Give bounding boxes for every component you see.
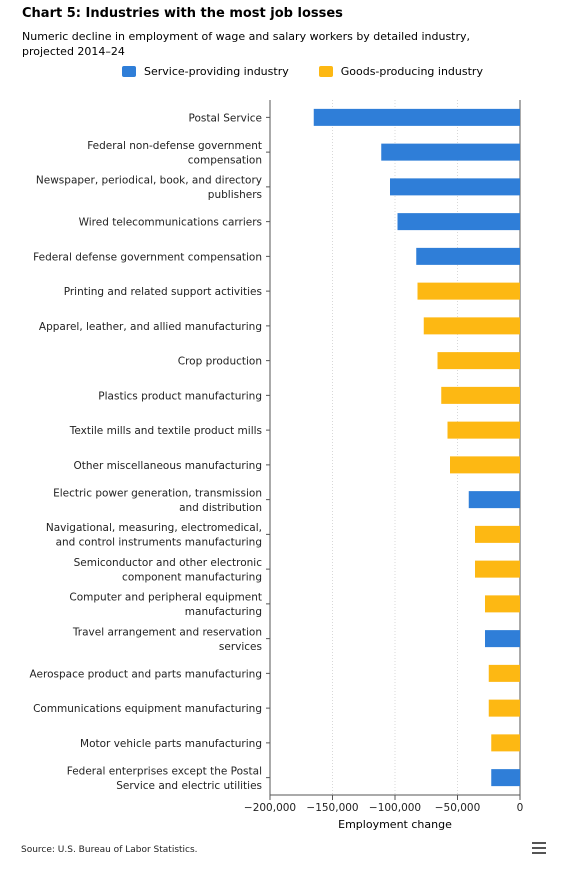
x-tick-label: −50,000 <box>435 802 481 814</box>
bar[interactable] <box>423 317 520 335</box>
bar[interactable] <box>437 352 521 370</box>
bar[interactable] <box>313 108 520 126</box>
category-label: Travel arrangement and reservation servic… <box>72 626 262 653</box>
category-label: Federal defense government compensation <box>33 251 262 263</box>
category-label: Federal non-defense government compensati… <box>87 140 262 167</box>
bar[interactable] <box>475 525 520 543</box>
bar[interactable] <box>488 699 520 717</box>
category-label: Plastics product manufacturing <box>98 390 262 402</box>
bar[interactable] <box>381 143 520 161</box>
bar[interactable] <box>485 630 520 648</box>
category-label: Communications equipment manufacturing <box>33 703 262 715</box>
legend: Service-providing industry Goods-produci… <box>122 65 513 78</box>
category-label: Motor vehicle parts manufacturing <box>80 738 262 750</box>
category-label: Wired telecommunications carriers <box>79 217 262 229</box>
x-axis-title: Employment change <box>338 818 452 831</box>
x-tick-label: −100,000 <box>369 802 421 814</box>
source-note: Source: U.S. Bureau of Labor Statistics. <box>21 845 198 855</box>
bar[interactable] <box>390 178 520 196</box>
category-label: Other miscellaneous manufacturing <box>74 460 262 472</box>
bar[interactable] <box>416 247 520 265</box>
legend-item-goods[interactable]: Goods-producing industry <box>318 65 483 78</box>
category-label: Semiconductor and other electronic compon… <box>74 557 263 584</box>
bar[interactable] <box>441 386 520 404</box>
category-label: Crop production <box>178 356 262 368</box>
category-label: Aerospace product and parts manufacturin… <box>30 668 262 680</box>
bar[interactable] <box>485 595 520 613</box>
bar[interactable] <box>468 491 520 509</box>
legend-label-goods: Goods-producing industry <box>340 65 483 78</box>
category-label: Printing and related support activities <box>64 286 262 298</box>
x-tick-label: 0 <box>517 802 524 814</box>
category-label: Navigational, measuring, electromedical,… <box>46 522 262 549</box>
category-label: Electric power generation, transmission a… <box>53 487 262 514</box>
bar[interactable] <box>488 664 520 682</box>
hamburger-menu-icon[interactable] <box>532 842 546 856</box>
bar[interactable] <box>475 560 520 578</box>
legend-swatch-service <box>122 66 136 77</box>
legend-swatch-goods <box>318 66 333 77</box>
category-label: Computer and peripheral equipment manufac… <box>69 592 262 619</box>
category-label: Federal enterprises except the Postal Ser… <box>67 765 262 792</box>
x-tick-label: −200,000 <box>244 802 296 814</box>
category-label: Newspaper, periodical, book, and directo… <box>36 175 262 202</box>
bar[interactable] <box>397 213 521 231</box>
legend-label-service: Service-providing industry <box>144 65 289 78</box>
category-label: Apparel, leather, and allied manufacturi… <box>39 321 262 333</box>
chart-subtitle: Numeric decline in employment of wage an… <box>22 30 471 58</box>
bar[interactable] <box>491 769 520 787</box>
category-label: Textile mills and textile product mills <box>69 425 262 437</box>
legend-item-service[interactable]: Service-providing industry <box>122 65 289 78</box>
bar[interactable] <box>450 456 520 474</box>
chart-title: Chart 5: Industries with the most job lo… <box>22 6 343 21</box>
category-label: Postal Service <box>189 112 262 124</box>
bar[interactable] <box>447 421 521 439</box>
bar[interactable] <box>491 734 520 752</box>
x-tick-label: −150,000 <box>306 802 358 814</box>
bar[interactable] <box>417 282 521 300</box>
